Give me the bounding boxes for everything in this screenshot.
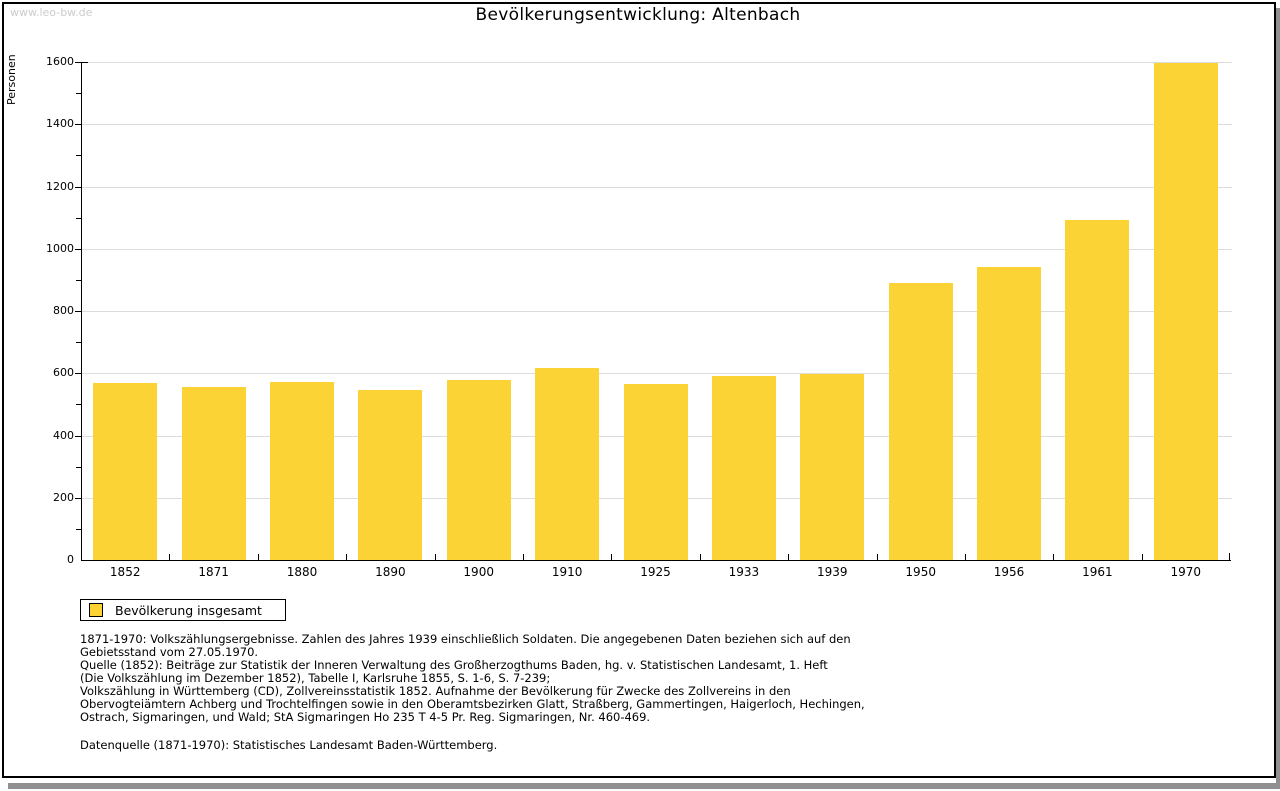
- footnote-line: Quelle (1852): Beiträge zur Statistik de…: [80, 658, 828, 672]
- x-axis-tick: [611, 554, 613, 560]
- y-axis-tick-label: 1400: [46, 117, 74, 131]
- x-axis-label-1925: 1925: [640, 565, 671, 579]
- footnote-line: Ostrach, Sigmaringen, und Wald; StA Sigm…: [80, 710, 651, 724]
- x-axis-label-1933: 1933: [728, 565, 760, 579]
- x-axis-end-tick: [1229, 553, 1230, 560]
- y-axis-minor-tick: [76, 342, 81, 344]
- gridline: [82, 186, 1232, 188]
- y-axis-tick: [75, 62, 81, 63]
- gridline: [82, 248, 1232, 250]
- axis-frame: [81, 62, 1231, 561]
- y-axis-tick-label: 400: [53, 428, 74, 442]
- footnotes: 1871-1970: Volkszählungsergebnisse. Zahl…: [80, 633, 920, 752]
- footnote-line: Obervogteiämtern Achberg und Trochtelfin…: [80, 697, 865, 711]
- y-axis-tick-label: 1000: [46, 241, 74, 255]
- y-axis-minor-tick: [76, 93, 81, 95]
- bar-1933: [711, 376, 776, 560]
- y-axis-tick-label: 1600: [46, 55, 74, 68]
- y-axis-tick: [75, 311, 81, 312]
- bar-1900: [446, 379, 511, 560]
- x-axis-label-1900: 1900: [463, 565, 494, 579]
- x-axis-tick: [522, 554, 524, 560]
- bar-1890: [358, 390, 423, 560]
- y-axis-minor-tick: [76, 466, 81, 468]
- x-axis-tick: [257, 554, 259, 560]
- bar-1852: [93, 382, 158, 560]
- x-axis-tick: [964, 554, 966, 560]
- x-axis-label-1852: 1852: [109, 565, 141, 579]
- x-axis-tick: [699, 554, 701, 560]
- frame-shadow-bottom: [8, 783, 1280, 789]
- x-axis-tick: [876, 554, 878, 560]
- x-axis-tick: [1053, 554, 1055, 560]
- gridline: [82, 373, 1232, 375]
- x-axis-tick: [434, 554, 436, 560]
- frame-shadow-right: [1276, 8, 1280, 789]
- x-axis-label-1871: 1871: [198, 565, 229, 579]
- bar-1925: [623, 384, 688, 560]
- x-axis-tick: [346, 554, 348, 560]
- footnote-lines: 1871-1970: Volkszählungsergebnisse. Zahl…: [80, 633, 920, 724]
- bar-1970: [1153, 62, 1218, 560]
- y-axis-minor-tick: [76, 155, 81, 157]
- y-axis-tick: [75, 497, 81, 499]
- x-axis-label-1961: 1961: [1082, 565, 1113, 579]
- bar-1950: [888, 283, 953, 560]
- y-axis-tick-label: 600: [53, 366, 74, 380]
- x-axis-label-1956: 1956: [993, 565, 1025, 579]
- bar-1939: [800, 373, 865, 560]
- y-axis-minor-tick: [76, 404, 81, 406]
- x-axis-tick: [1141, 554, 1143, 560]
- legend-swatch-icon: [89, 603, 103, 617]
- bar-1880: [270, 381, 334, 560]
- datasource-line: Datenquelle (1871-1970): Statistisches L…: [80, 738, 498, 752]
- y-axis-tick: [75, 373, 81, 375]
- bar-1871: [181, 386, 246, 560]
- y-axis-tick-label: 800: [53, 304, 74, 317]
- footnote-line: 1871-1970: Volkszählungsergebnisse. Zahl…: [80, 632, 851, 646]
- x-axis-label-1950: 1950: [905, 565, 936, 579]
- y-axis-tick-label: 1200: [46, 179, 74, 193]
- legend: Bevölkerung insgesamt: [80, 599, 286, 621]
- y-axis-minor-tick: [76, 279, 81, 281]
- y-axis-minor-tick: [76, 217, 81, 219]
- x-axis-label-1970: 1970: [1170, 565, 1202, 579]
- x-axis-label-1880: 1880: [286, 565, 318, 579]
- y-axis-tick-label: 200: [53, 490, 74, 504]
- y-axis-tick: [75, 248, 81, 250]
- y-axis-end-tick: [81, 62, 88, 63]
- x-axis-label-1910: 1910: [551, 565, 583, 579]
- gridline: [82, 124, 1232, 126]
- bar-1910: [535, 368, 600, 560]
- x-axis-label-1890: 1890: [375, 565, 406, 579]
- footnote-line: Gebietsstand vom 27.05.1970.: [80, 645, 259, 659]
- y-axis-minor-tick: [76, 528, 81, 530]
- x-axis-tick: [169, 554, 171, 560]
- x-axis-tick: [788, 554, 790, 560]
- legend-label: Bevölkerung insgesamt: [115, 602, 262, 618]
- footnote-line: Volkszählung in Württemberg (CD), Zollve…: [80, 684, 791, 698]
- gridline: [82, 62, 1232, 63]
- y-axis-tick-label: 0: [67, 553, 74, 566]
- bar-1961: [1065, 220, 1130, 560]
- footnote-line: (Die Volkszählung im Dezember 1852), Tab…: [80, 671, 551, 685]
- y-axis-tick: [75, 124, 81, 126]
- gridline: [82, 311, 1232, 312]
- watermark: www.leo-bw.de: [10, 6, 93, 19]
- x-axis-label-1939: 1939: [817, 565, 848, 579]
- bar-1956: [977, 267, 1041, 560]
- page-title: Bevölkerungsentwicklung: Altenbach: [475, 5, 801, 25]
- y-axis-tick: [75, 435, 81, 437]
- y-axis-tick: [75, 186, 81, 188]
